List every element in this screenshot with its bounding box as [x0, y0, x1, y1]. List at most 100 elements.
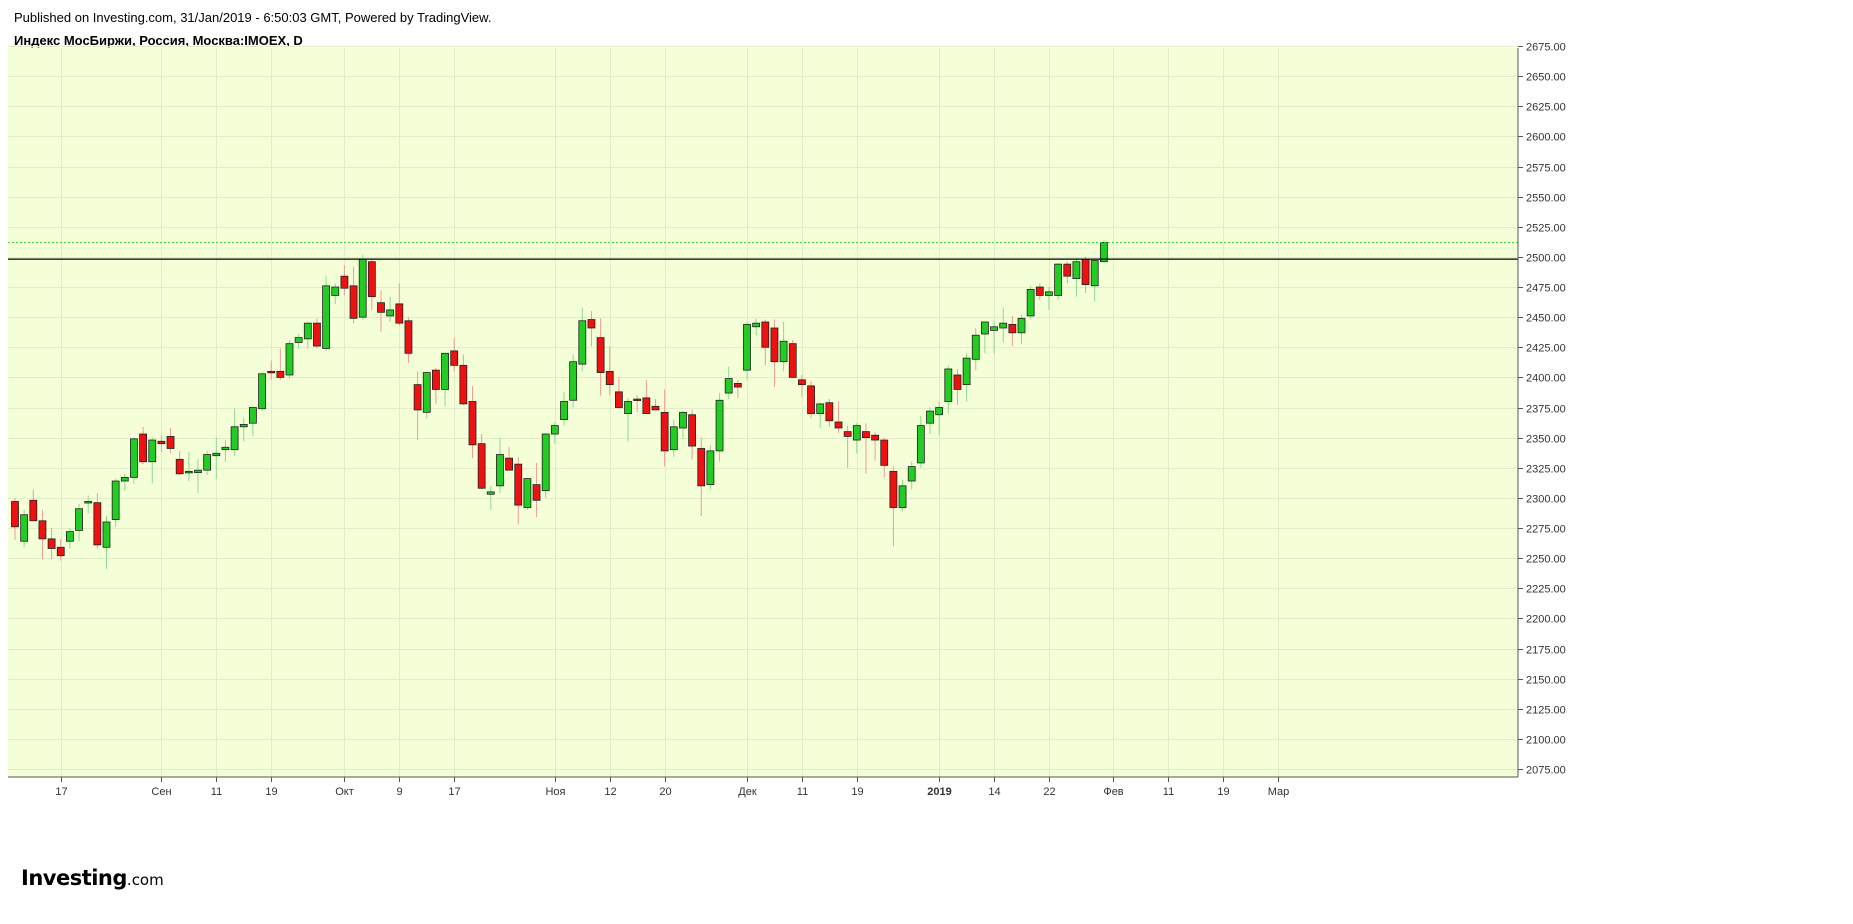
candle-body [450, 350, 459, 366]
candle-body [413, 384, 422, 411]
candle [139, 426, 148, 465]
y-tick-label: 2125.00 [1526, 705, 1566, 717]
candle-body [239, 423, 248, 428]
candle [166, 427, 175, 454]
symbol-title: Индекс МосБиржи, Россия, Москва:IMOEX, D [14, 33, 303, 48]
candle-body [569, 361, 578, 401]
candle [267, 360, 276, 380]
x-tick-label: Сен [151, 786, 171, 798]
candle [148, 437, 157, 484]
candle [230, 408, 239, 456]
candles [11, 240, 1108, 569]
candle [578, 307, 587, 372]
candle [1008, 315, 1017, 347]
candle [377, 290, 385, 332]
candle-body [486, 491, 495, 495]
candle [130, 437, 138, 484]
candle [404, 317, 413, 363]
published-caption: Published on Investing.com, 31/Jan/2019 … [14, 10, 492, 25]
candle-body [880, 439, 889, 466]
candle-body [798, 379, 806, 386]
candle-body [807, 385, 815, 414]
candle-body [395, 303, 404, 324]
candle [47, 528, 56, 560]
candle [1026, 285, 1035, 320]
candle [981, 321, 989, 354]
y-axis: 2675.00 2650.00 2625.00 2600.00 2575.00 2550.… [1517, 42, 1853, 777]
candle [660, 389, 669, 467]
candle-body [358, 258, 367, 318]
candle-body [660, 411, 669, 452]
candle-body [230, 426, 239, 451]
candle [871, 431, 879, 461]
x-tick-label: 9 [396, 786, 402, 798]
candle-body [175, 458, 184, 475]
candle-body [935, 407, 944, 416]
candle-body [422, 372, 431, 413]
candle [843, 425, 852, 468]
candle [395, 283, 404, 326]
x-tick-label: Дек [738, 786, 757, 798]
x-tick-label: 11 [1163, 786, 1174, 798]
candle [111, 478, 120, 527]
candle [944, 365, 953, 414]
candle [422, 372, 431, 419]
candle-body [93, 502, 102, 546]
plot-area[interactable] [8, 48, 1518, 777]
x-axis: 17 Сен 11 19 Окт 9 17 Ноя 12 20 Дек 11 19 2019 14 22 Фев… [8, 776, 1853, 924]
candle-body [651, 405, 660, 411]
candle [779, 321, 788, 372]
y-tick-label: 2475.00 [1526, 283, 1566, 295]
candle-body [514, 463, 523, 506]
candle-body [1017, 317, 1026, 334]
candle [157, 435, 166, 453]
candle-body [285, 343, 294, 376]
candle-body [248, 407, 257, 424]
candle [752, 318, 761, 336]
candle-body [431, 369, 440, 390]
candle-body [66, 531, 74, 542]
candle-body [322, 285, 331, 349]
logo-suffix: .com [126, 871, 164, 889]
y-tick-label: 2225.00 [1526, 584, 1566, 596]
candle-body [550, 425, 559, 435]
candle [294, 334, 303, 349]
candle-body [788, 343, 797, 378]
candle [724, 366, 733, 400]
candle-body [496, 454, 504, 487]
candle [596, 318, 605, 396]
candle-body [349, 285, 358, 319]
candle [313, 318, 321, 349]
y-tick-label: 2600.00 [1526, 132, 1566, 144]
candle [935, 401, 944, 436]
candle-body [331, 286, 340, 296]
candle [523, 478, 532, 510]
candle-body [697, 448, 706, 487]
x-tick-label: 19 [851, 786, 863, 798]
candle-body [294, 337, 303, 343]
candle-body [1035, 286, 1044, 296]
candle-body [916, 425, 925, 464]
candle [688, 409, 696, 460]
y-tick-label: 2200.00 [1526, 614, 1566, 626]
candle-body [953, 374, 962, 390]
candle [679, 411, 687, 439]
candle [953, 368, 962, 406]
candle [386, 296, 395, 322]
candle-body [1008, 323, 1017, 334]
candle [486, 485, 495, 510]
x-tick-label: 17 [55, 786, 67, 798]
x-tick-label: 11 [211, 786, 222, 798]
candle [496, 437, 504, 494]
candle-body [47, 538, 56, 549]
x-tick-label: 19 [265, 786, 277, 798]
candle [715, 393, 724, 462]
candle [971, 327, 980, 371]
candle [340, 265, 349, 296]
candle [926, 407, 934, 435]
candle [468, 385, 477, 459]
candle-body [1099, 242, 1108, 263]
candle-body [733, 383, 742, 388]
candle-body [862, 431, 870, 439]
